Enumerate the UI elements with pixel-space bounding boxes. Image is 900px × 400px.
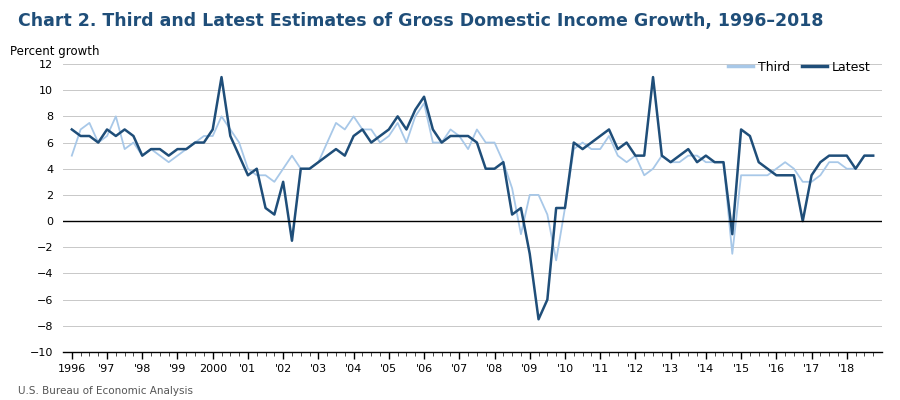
Latest (216, 75, 227, 80)
Latest (868, 153, 878, 158)
Latest (727, 232, 738, 236)
Third (718, 160, 729, 164)
Third (727, 252, 738, 256)
Line: Third: Third (72, 103, 873, 260)
Latest (718, 160, 729, 164)
Line: Latest: Latest (72, 77, 873, 319)
Third (560, 206, 571, 210)
Latest (674, 153, 685, 158)
Latest (67, 127, 77, 132)
Text: Percent growth: Percent growth (10, 45, 99, 58)
Third (418, 101, 429, 106)
Latest (709, 160, 720, 164)
Third (753, 173, 764, 178)
Third (551, 258, 562, 263)
Third (709, 160, 720, 164)
Third (868, 153, 878, 158)
Latest (753, 160, 764, 164)
Text: Chart 2. Third and Latest Estimates of Gross Domestic Income Growth, 1996–2018: Chart 2. Third and Latest Estimates of G… (18, 12, 824, 30)
Latest (560, 206, 571, 210)
Third (67, 153, 77, 158)
Third (674, 160, 685, 164)
Text: U.S. Bureau of Economic Analysis: U.S. Bureau of Economic Analysis (18, 386, 193, 396)
Latest (533, 317, 544, 322)
Legend: Third, Latest: Third, Latest (723, 56, 876, 79)
